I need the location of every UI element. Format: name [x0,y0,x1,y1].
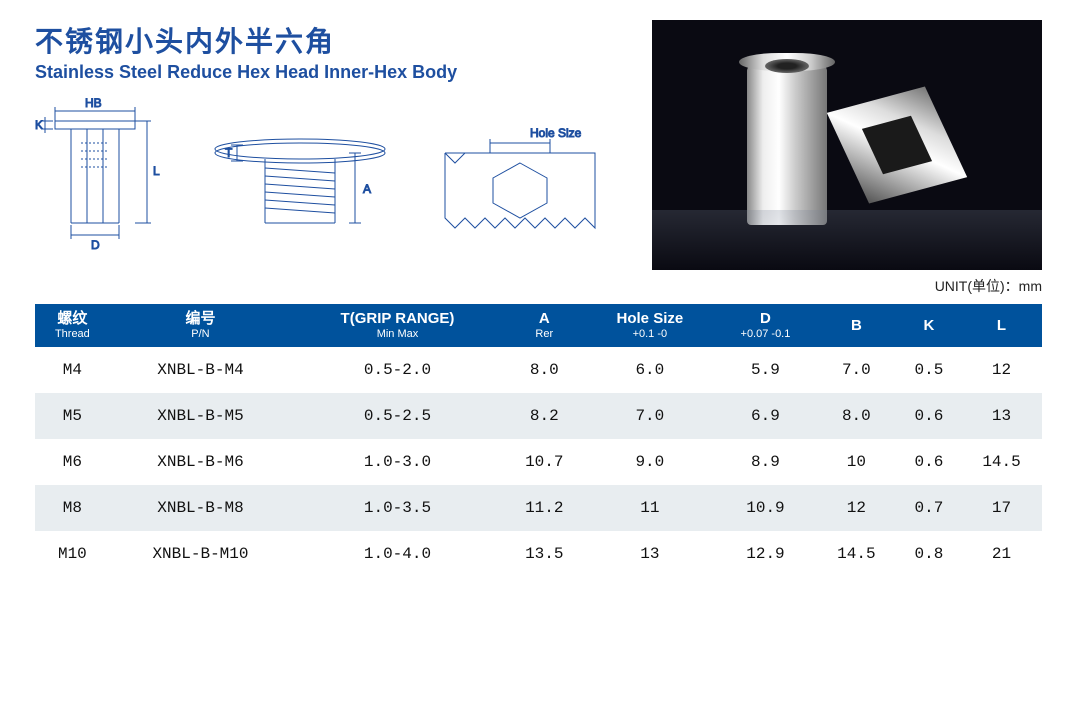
title-block: 不锈钢小头内外半六角 Stainless Steel Reduce Hex He… [35,20,642,83]
label-l: L [153,164,160,178]
cell-b: 7.0 [816,347,897,393]
left-column: 不锈钢小头内外半六角 Stainless Steel Reduce Hex He… [35,20,642,296]
label-hb: HB [85,96,102,110]
cell-b: 12 [816,485,897,531]
cell-pn: XNBL-B-M4 [110,347,291,393]
cell-a: 11.2 [504,485,585,531]
cell-thread: M10 [35,531,110,577]
table-row: M10XNBL-B-M101.0-4.013.51312.914.50.821 [35,531,1042,577]
table-row: M4XNBL-B-M40.5-2.08.06.05.97.00.512 [35,347,1042,393]
cell-l: 17 [961,485,1042,531]
cell-thread: M6 [35,439,110,485]
col-thread: 螺纹Thread [35,304,110,347]
col-b: B [816,304,897,347]
diagrams-row: HB K L D [35,93,642,253]
spec-table: 螺纹Thread 编号P/N T(GRIP RANGE)Min Max ARer… [35,304,1042,577]
label-hole: Hole Size [530,126,582,140]
nut-upright-icon [747,65,827,225]
cell-thread: M5 [35,393,110,439]
cell-d: 6.9 [715,393,816,439]
col-pn: 编号P/N [110,304,291,347]
diagram-section-view: T A [205,123,395,253]
cell-d: 8.9 [715,439,816,485]
cell-l: 14.5 [961,439,1042,485]
cell-b: 14.5 [816,531,897,577]
cell-thread: M4 [35,347,110,393]
table-row: M5XNBL-B-M50.5-2.58.27.06.98.00.613 [35,393,1042,439]
col-k: K [897,304,961,347]
cell-l: 21 [961,531,1042,577]
cell-pn: XNBL-B-M10 [110,531,291,577]
col-d: D+0.07 -0.1 [715,304,816,347]
cell-thread: M8 [35,485,110,531]
label-d: D [91,238,100,252]
table-row: M8XNBL-B-M81.0-3.511.21110.9120.717 [35,485,1042,531]
label-t: T [225,146,233,160]
col-l: L [961,304,1042,347]
diagram-side-view: HB K L D [35,93,165,253]
table-row: M6XNBL-B-M61.0-3.010.79.08.9100.614.5 [35,439,1042,485]
cell-l: 12 [961,347,1042,393]
cell-pn: XNBL-B-M6 [110,439,291,485]
cell-l: 13 [961,393,1042,439]
cell-k: 0.6 [897,439,961,485]
cell-t: 0.5-2.0 [291,347,504,393]
cell-t: 1.0-3.0 [291,439,504,485]
unit-label: UNIT(单位)：mm [652,276,1042,296]
cell-k: 0.7 [897,485,961,531]
cell-k: 0.5 [897,347,961,393]
cell-d: 10.9 [715,485,816,531]
cell-a: 13.5 [504,531,585,577]
cell-b: 10 [816,439,897,485]
title-chinese: 不锈钢小头内外半六角 [35,20,642,60]
cell-t: 1.0-3.5 [291,485,504,531]
cell-a: 8.0 [504,347,585,393]
cell-hole: 9.0 [585,439,715,485]
cell-hole: 13 [585,531,715,577]
product-photo [652,20,1042,270]
cell-hole: 7.0 [585,393,715,439]
diagram-hole-size: Hole Size [435,123,605,253]
cell-b: 8.0 [816,393,897,439]
label-k: K [35,118,43,132]
cell-hole: 11 [585,485,715,531]
photo-reflection [652,210,1042,270]
cell-k: 0.8 [897,531,961,577]
nut-tilted-icon [827,87,967,204]
cell-k: 0.6 [897,393,961,439]
title-english: Stainless Steel Reduce Hex Head Inner-He… [35,62,642,83]
col-a: ARer [504,304,585,347]
cell-pn: XNBL-B-M5 [110,393,291,439]
col-hole: Hole Size+0.1 -0 [585,304,715,347]
cell-a: 8.2 [504,393,585,439]
cell-hole: 6.0 [585,347,715,393]
top-section: 不锈钢小头内外半六角 Stainless Steel Reduce Hex He… [35,20,1042,296]
cell-a: 10.7 [504,439,585,485]
cell-d: 5.9 [715,347,816,393]
table-header: 螺纹Thread 编号P/N T(GRIP RANGE)Min Max ARer… [35,304,1042,347]
table-body: M4XNBL-B-M40.5-2.08.06.05.97.00.512M5XNB… [35,347,1042,577]
cell-t: 1.0-4.0 [291,531,504,577]
product-photo-wrapper: UNIT(单位)：mm [652,20,1042,296]
label-a: A [363,182,371,196]
cell-t: 0.5-2.5 [291,393,504,439]
cell-d: 12.9 [715,531,816,577]
col-t: T(GRIP RANGE)Min Max [291,304,504,347]
cell-pn: XNBL-B-M8 [110,485,291,531]
